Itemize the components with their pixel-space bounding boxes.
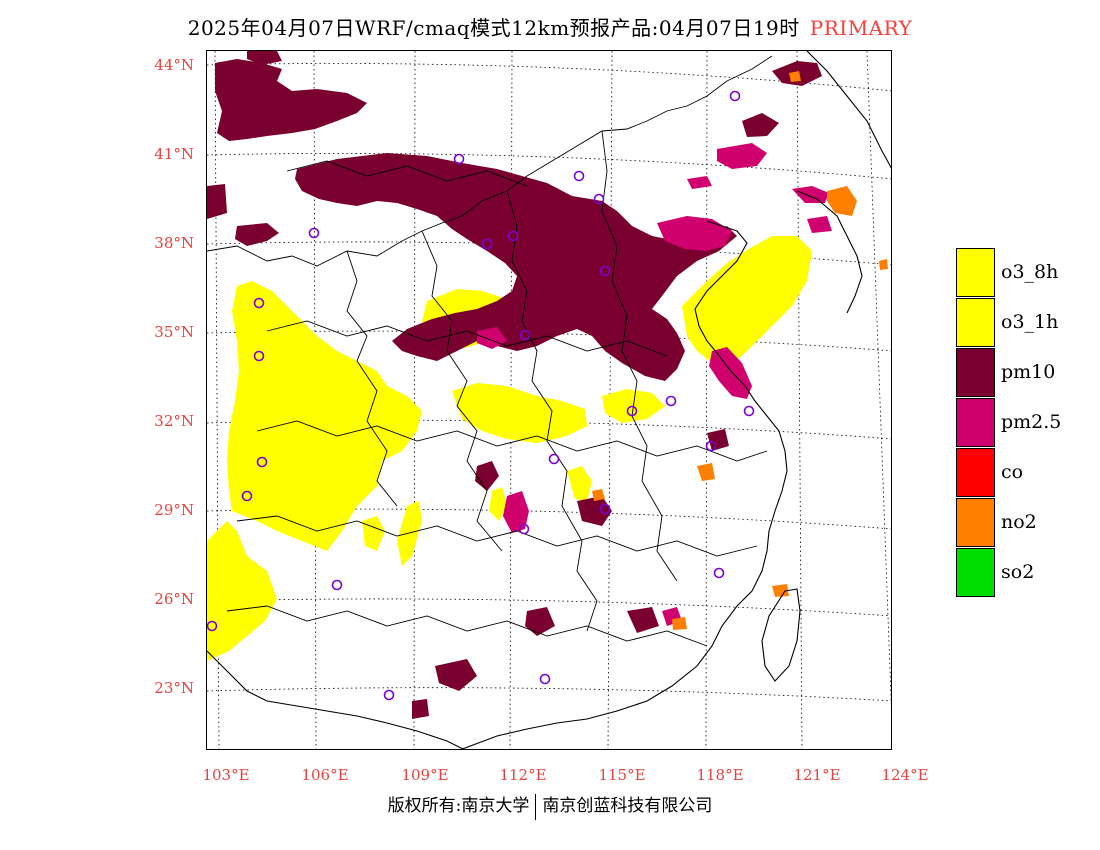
lat-label: 23°N — [154, 679, 194, 697]
legend-label: o3_1h — [1001, 311, 1059, 333]
lat-label: 35°N — [154, 323, 194, 341]
legend-swatch — [956, 448, 995, 497]
lon-label: 121°E — [793, 766, 841, 784]
lat-label: 29°N — [154, 501, 194, 519]
province-boundaries — [207, 55, 773, 647]
legend-item: pm2.5 — [956, 398, 1096, 448]
map-panel — [206, 50, 892, 750]
pm25-regions — [477, 143, 832, 626]
lon-label: 103°E — [202, 766, 250, 784]
pm10-regions — [207, 51, 822, 719]
legend-item: co — [956, 448, 1096, 498]
lat-label: 38°N — [154, 234, 194, 252]
lon-label: 106°E — [301, 766, 349, 784]
lat-label: 32°N — [154, 412, 194, 430]
legend-label: so2 — [1001, 561, 1035, 583]
legend-label: co — [1001, 461, 1024, 483]
legend-label: pm10 — [1001, 361, 1056, 383]
legend-item: o3_8h — [956, 248, 1096, 298]
copyright-left: 版权所有:南京大学 — [387, 796, 530, 816]
lat-label: 44°N — [154, 56, 194, 74]
coastline — [460, 51, 891, 749]
legend-item: pm10 — [956, 348, 1096, 398]
lon-label: 115°E — [598, 766, 646, 784]
map-title: 2025年04月07日WRF/cmaq模式12km预报产品:04月07日19时 P… — [0, 12, 1100, 41]
copyright-right: 南京创蓝科技有限公司 — [542, 796, 713, 816]
lon-label: 118°E — [696, 766, 744, 784]
lat-label: 26°N — [154, 590, 194, 608]
footer-copyright: 版权所有:南京大学 南京创蓝科技有限公司 — [0, 791, 1100, 820]
legend-label: o3_8h — [1001, 261, 1059, 283]
legend-swatch — [956, 498, 995, 547]
lon-label: 109°E — [401, 766, 449, 784]
lon-label: 124°E — [881, 766, 929, 784]
legend-swatch — [956, 548, 995, 597]
footer-separator — [535, 793, 537, 820]
station-markers — [207, 90, 755, 701]
legend-item: so2 — [956, 548, 1096, 598]
national-border — [207, 650, 465, 749]
legend: o3_8h o3_1h pm10 pm2.5 co no2 so2 — [956, 248, 1096, 598]
legend-swatch — [956, 248, 995, 297]
legend-swatch — [956, 398, 995, 447]
lat-label: 41°N — [154, 145, 194, 163]
legend-swatch — [956, 348, 995, 397]
legend-item: o3_1h — [956, 298, 1096, 348]
legend-swatch — [956, 298, 995, 347]
taiwan-outline — [761, 588, 801, 682]
legend-label: pm2.5 — [1001, 411, 1062, 433]
legend-item: no2 — [956, 498, 1096, 548]
no2-regions — [592, 71, 888, 630]
lon-label: 112°E — [499, 766, 547, 784]
pollutant-map — [207, 51, 891, 749]
legend-label: no2 — [1001, 511, 1037, 533]
title-text: 2025年04月07日WRF/cmaq模式12km预报产品:04月07日19时 — [187, 16, 800, 40]
title-primary-tag: PRIMARY — [809, 16, 913, 40]
